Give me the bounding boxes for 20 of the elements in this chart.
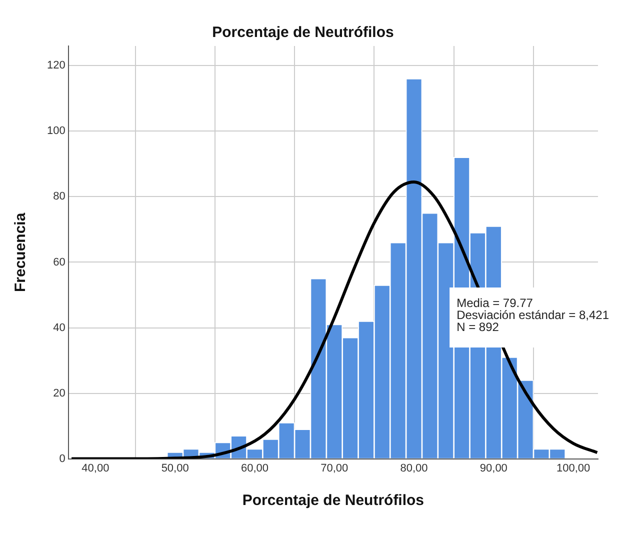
- x-tick-label: 40,00: [82, 462, 110, 474]
- x-tick-label: 100,00: [556, 462, 590, 474]
- x-tick-label: 80,00: [400, 462, 428, 474]
- x-tick-label: 70,00: [320, 462, 348, 474]
- x-axis-title: Porcentaje de Neutrófilos: [242, 492, 424, 510]
- annotation: Media = 79.77: [456, 296, 534, 310]
- y-tick-label: 60: [53, 256, 66, 268]
- y-tick-label: 80: [53, 190, 66, 203]
- annotation: Desviación estándar = 8,421: [456, 308, 610, 322]
- x-tick-label: 90,00: [480, 462, 508, 474]
- y-tick-label: 120: [46, 60, 66, 72]
- x-tick-label: 60,00: [240, 462, 268, 474]
- y-tick-label: 100: [46, 125, 66, 138]
- chart-title: Porcentaje de Neutrófilos: [212, 24, 394, 42]
- y-tick-label: 20: [53, 387, 66, 400]
- annotation: N = 892: [456, 320, 500, 334]
- x-tick-label: 50,00: [161, 462, 189, 474]
- y-tick-label: 40: [53, 322, 66, 334]
- y-tick-label: 0: [59, 452, 66, 465]
- y-axis-title: Frecuencia: [12, 212, 30, 292]
